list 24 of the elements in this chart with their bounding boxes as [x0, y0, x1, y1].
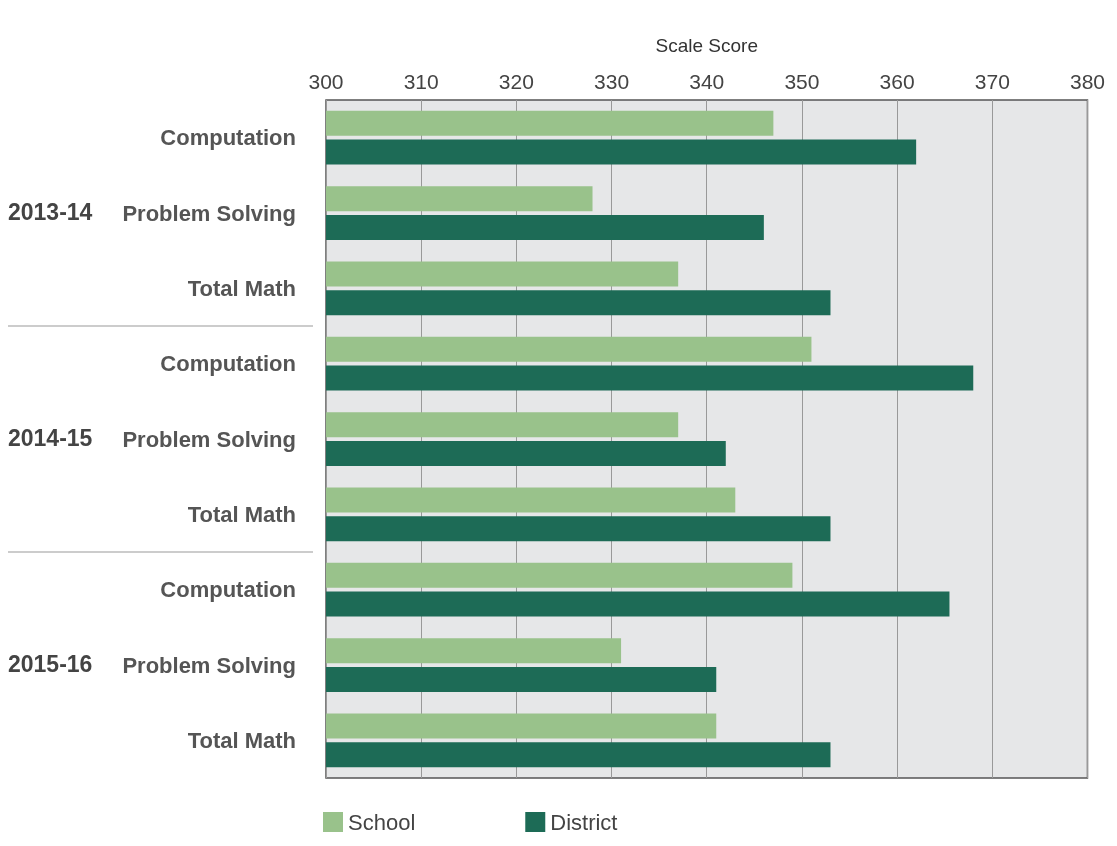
y-tick-label: Problem Solving: [122, 426, 296, 452]
y-tick-label: Total Math: [187, 275, 296, 301]
text: 2014-15: [8, 424, 93, 451]
text: 2013-14: [8, 198, 93, 225]
y-tick-label: Computation: [160, 577, 296, 603]
x-tick-label: 310: [403, 70, 439, 93]
x-tick-label: 380: [1069, 70, 1105, 93]
legend-label: District: [550, 809, 618, 835]
x-tick-label: 360: [879, 70, 915, 93]
y-tick-label: Problem Solving: [122, 652, 296, 678]
x-tick-label: 350: [784, 70, 820, 93]
y-tick-label: Problem Solving: [122, 200, 296, 226]
x-tick-label: 370: [974, 70, 1010, 93]
legend-label: School: [348, 809, 416, 835]
y-tick-label: Total Math: [187, 501, 296, 527]
y-tick-label: Computation: [160, 125, 296, 151]
text: 2015-16: [8, 650, 93, 677]
x-tick-label: 300: [308, 70, 344, 93]
x-tick-label: 330: [594, 70, 630, 93]
x-axis-title: Scale Score: [655, 35, 758, 56]
y-tick-label: Computation: [160, 351, 296, 377]
x-tick-label: 340: [689, 70, 725, 93]
y-tick-label: Total Math: [187, 727, 296, 753]
x-tick-label: 320: [498, 70, 534, 93]
